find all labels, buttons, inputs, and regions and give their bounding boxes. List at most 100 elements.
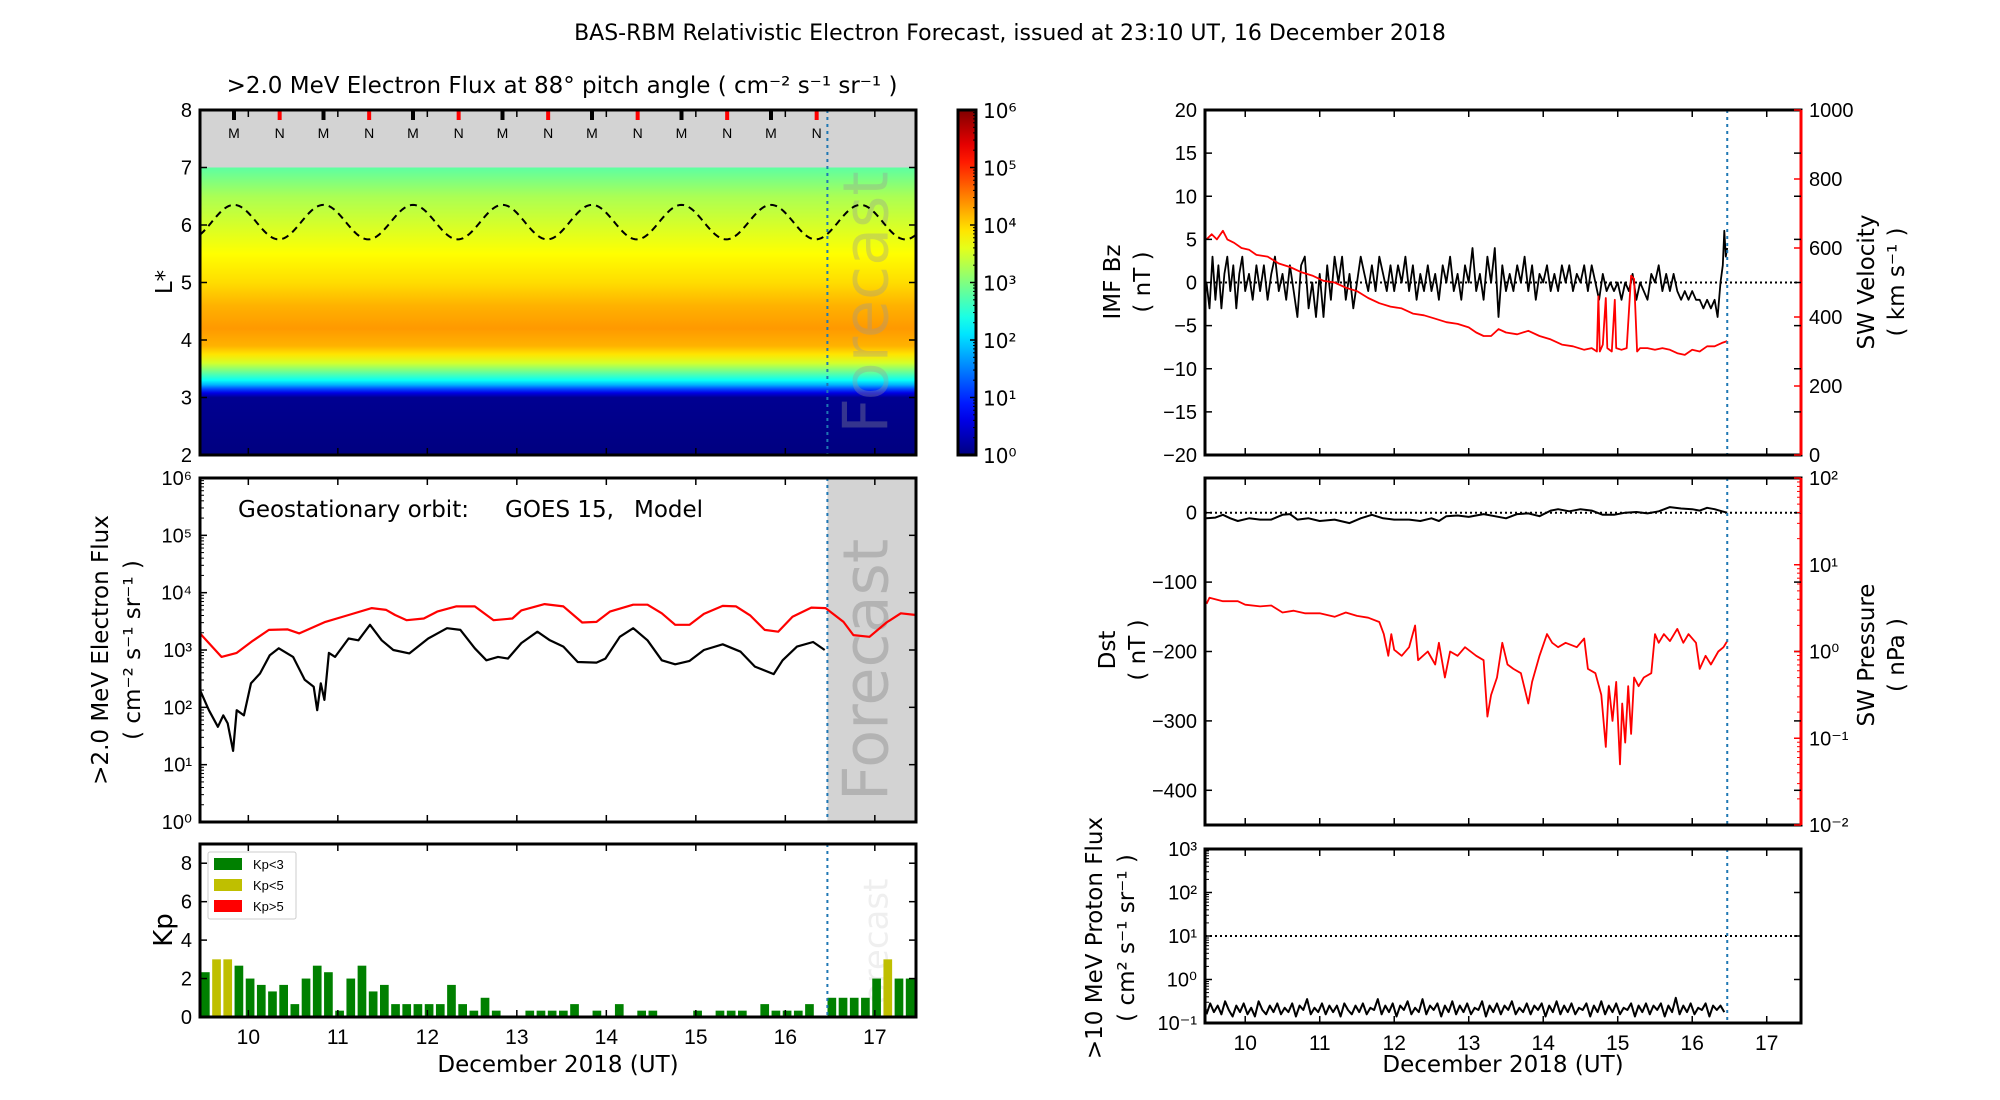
kp-bar xyxy=(268,991,277,1017)
kp-bar xyxy=(201,972,210,1017)
kp-legend-swatch xyxy=(214,858,242,870)
bz-ytick-label: 15 xyxy=(1175,143,1197,165)
forecast-watermark: Forecast xyxy=(830,539,903,801)
kp-bar xyxy=(883,959,893,1017)
proton-xtick-label: 14 xyxy=(1532,1032,1556,1055)
kp-bar xyxy=(447,984,456,1017)
kp-ytick-label: 8 xyxy=(181,853,192,875)
midnight-marker-label: M xyxy=(497,125,509,141)
proton-ytick-label: 10¹ xyxy=(1168,926,1197,948)
pressure-ytick-label: 10⁰ xyxy=(1809,642,1839,664)
noon-marker-label: N xyxy=(633,125,643,141)
bz-ytick-label: −10 xyxy=(1163,359,1197,381)
kp-bar xyxy=(346,978,356,1017)
noon-marker-label: N xyxy=(812,125,822,141)
dst-ylabel-units: ( nT ) xyxy=(1125,619,1151,680)
kp-bar xyxy=(256,984,266,1017)
bz-ytick-label: 0 xyxy=(1186,273,1197,295)
kp-bar xyxy=(380,984,389,1017)
flux-heatmap xyxy=(200,167,916,455)
colorbar-tick-label: 10¹ xyxy=(983,387,1016,411)
kp-bar xyxy=(301,978,311,1017)
kp-bar xyxy=(402,1004,412,1017)
proton-xtick-label: 10 xyxy=(1234,1032,1257,1055)
kp-ylabel: Kp xyxy=(149,913,179,947)
kp-bar xyxy=(279,984,288,1017)
bz-ylabel-units: ( nT ) xyxy=(1130,251,1156,312)
kp-bar xyxy=(838,997,848,1017)
kp-bar xyxy=(637,1010,646,1017)
midnight-marker-label: M xyxy=(228,125,240,141)
kp-xtick-label: 14 xyxy=(595,1026,619,1049)
proton-xlabel: December 2018 (UT) xyxy=(1382,1052,1623,1078)
bz-ytick-label: −5 xyxy=(1174,316,1197,338)
proton-xtick-label: 15 xyxy=(1606,1032,1629,1055)
dst-ytick-label: −200 xyxy=(1152,642,1197,664)
kp-bar xyxy=(872,978,881,1017)
kp-bar xyxy=(782,1010,792,1017)
kp-bar xyxy=(469,1010,479,1017)
geo-flux-ytick-label: 10⁵ xyxy=(161,525,192,547)
velocity-ytick-label: 0 xyxy=(1809,445,1820,467)
kp-legend-swatch xyxy=(214,879,242,891)
kp-bar xyxy=(547,1010,557,1017)
proton-xtick-label: 11 xyxy=(1309,1032,1331,1055)
spectrogram-ytick-label: 2 xyxy=(181,445,192,467)
figure-title: BAS-RBM Relativistic Electron Forecast, … xyxy=(574,21,1446,46)
dst-ytick-label: −400 xyxy=(1152,780,1197,802)
pressure-ytick-label: 10¹ xyxy=(1809,555,1838,577)
velocity-ytick-label: 800 xyxy=(1809,169,1842,191)
legend-satellite-label: GOES 15, xyxy=(505,497,614,523)
kp-bar xyxy=(435,1004,445,1017)
proton-xtick-label: 17 xyxy=(1755,1032,1778,1055)
velocity-ylabel: SW Velocity xyxy=(1854,215,1880,350)
proton-ytick-label: 10⁻¹ xyxy=(1158,1013,1198,1035)
kp-legend-swatch xyxy=(214,900,242,912)
kp-ytick-label: 6 xyxy=(181,892,192,914)
kp-bar xyxy=(335,1010,344,1017)
kp-bar xyxy=(234,965,244,1017)
bz-ylabel: IMF Bz xyxy=(1100,244,1126,319)
kp-bar xyxy=(391,1004,400,1017)
forecast-region xyxy=(827,478,916,822)
kp-bar xyxy=(592,1010,602,1017)
kp-bar xyxy=(771,1010,781,1017)
kp-bar xyxy=(861,997,870,1017)
kp-xtick-label: 10 xyxy=(237,1026,260,1049)
kp-xtick-label: 17 xyxy=(863,1026,886,1049)
proton-ylabel-units: ( cm² s⁻¹ sr⁻¹ ) xyxy=(1114,854,1140,1022)
proton-ytick-label: 10² xyxy=(1168,883,1197,905)
midnight-marker-label: M xyxy=(318,125,330,141)
geo-flux-ytick-label: 10⁴ xyxy=(161,583,192,605)
kp-bar xyxy=(458,1004,467,1017)
proton-flux-line xyxy=(1205,996,1726,1018)
noon-marker-label: N xyxy=(275,125,285,141)
noon-marker-label: N xyxy=(722,125,732,141)
kp-frame xyxy=(198,842,918,1019)
bz-ytick-label: −15 xyxy=(1163,402,1197,424)
kp-ytick-label: 0 xyxy=(181,1007,192,1029)
geo-flux-frame xyxy=(198,476,918,824)
spectrogram-ytick-label: 4 xyxy=(181,330,192,352)
pressure-ytick-label: 10⁻¹ xyxy=(1809,728,1849,750)
forecast-watermark: Forecast xyxy=(830,171,903,433)
kp-bar xyxy=(536,1010,546,1017)
spectrogram-title: >2.0 MeV Electron Flux at 88° pitch angl… xyxy=(227,73,898,99)
colorbar-tick-label: 10⁵ xyxy=(983,157,1016,181)
kp-bar xyxy=(424,1004,434,1017)
kp-bar xyxy=(368,991,378,1017)
kp-ytick-label: 2 xyxy=(181,969,192,991)
kp-ytick-label: 4 xyxy=(181,930,192,952)
colorbar-tick-label: 10⁶ xyxy=(983,99,1016,123)
kp-xtick-label: 16 xyxy=(774,1026,797,1049)
kp-bar xyxy=(827,997,837,1017)
kp-xlabel: December 2018 (UT) xyxy=(437,1052,678,1078)
kp-xtick-label: 13 xyxy=(505,1026,528,1049)
geo-flux-ytick-label: 10³ xyxy=(163,640,192,662)
midnight-marker-label: M xyxy=(765,125,777,141)
kp-bar xyxy=(312,965,322,1017)
kp-bar xyxy=(614,1004,624,1017)
kp-bar xyxy=(357,965,367,1017)
kp-bar xyxy=(849,997,859,1017)
